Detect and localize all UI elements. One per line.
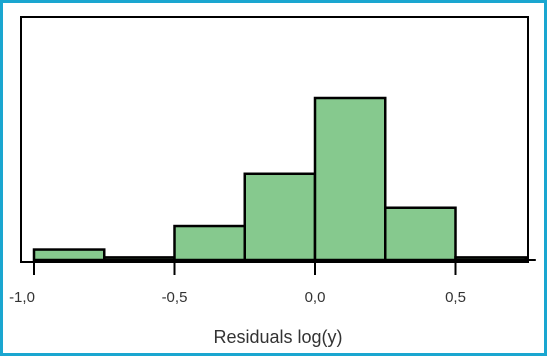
x-axis-title: Residuals log(y) <box>213 327 342 347</box>
histogram-bar <box>32 248 106 262</box>
histogram-bar <box>173 224 246 262</box>
histogram-bar <box>313 96 387 262</box>
bars-group <box>32 96 527 262</box>
x-tick-label: 0,5 <box>445 289 466 306</box>
histogram-bar <box>243 172 317 262</box>
histogram-bar <box>384 206 457 262</box>
x-ticks-group: -1,0 -0,5 0,0 0,5 <box>9 260 466 306</box>
x-tick-label: -0,5 <box>162 289 188 306</box>
x-tick-label: 0,0 <box>305 289 326 306</box>
x-tick-label: -1,0 <box>9 289 35 306</box>
